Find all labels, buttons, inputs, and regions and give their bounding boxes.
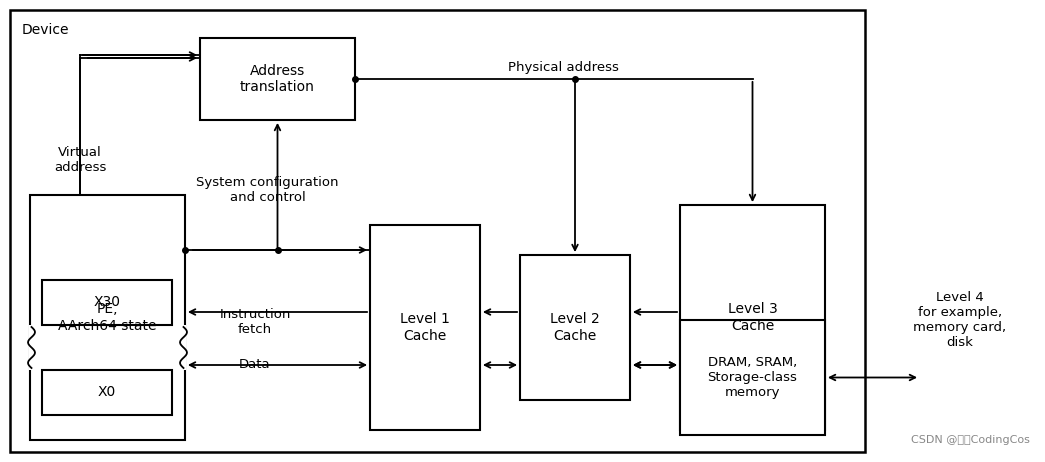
- Text: Level 2
Cache: Level 2 Cache: [550, 312, 600, 343]
- Bar: [200, 38, 355, 120]
- Bar: [30, 195, 185, 440]
- Text: X30: X30: [93, 296, 120, 310]
- Bar: [680, 205, 825, 430]
- Text: Instruction
fetch: Instruction fetch: [219, 308, 291, 336]
- Bar: [42, 370, 172, 415]
- Bar: [29, 325, 32, 370]
- Text: Device: Device: [22, 23, 70, 37]
- Bar: [183, 325, 186, 370]
- Text: Level 4
for example,
memory card,
disk: Level 4 for example, memory card, disk: [913, 291, 1006, 349]
- Text: Level 3
Cache: Level 3 Cache: [727, 303, 777, 333]
- Text: Physical address: Physical address: [508, 61, 620, 73]
- Bar: [42, 280, 172, 325]
- Text: Address
translation: Address translation: [240, 64, 315, 94]
- Text: PE,
AArch64 state: PE, AArch64 state: [59, 303, 157, 333]
- Text: DRAM, SRAM,
Storage-class
memory: DRAM, SRAM, Storage-class memory: [707, 356, 797, 399]
- Text: CSDN @主公CodingCos: CSDN @主公CodingCos: [911, 435, 1030, 445]
- Text: Level 1
Cache: Level 1 Cache: [400, 312, 450, 343]
- Bar: [10, 10, 865, 452]
- Bar: [520, 255, 630, 400]
- Text: Data: Data: [239, 359, 271, 371]
- Text: System configuration
and control: System configuration and control: [196, 176, 339, 204]
- Bar: [370, 225, 480, 430]
- Text: X0: X0: [98, 385, 116, 400]
- Bar: [680, 320, 825, 435]
- Text: Virtual
address: Virtual address: [53, 146, 107, 174]
